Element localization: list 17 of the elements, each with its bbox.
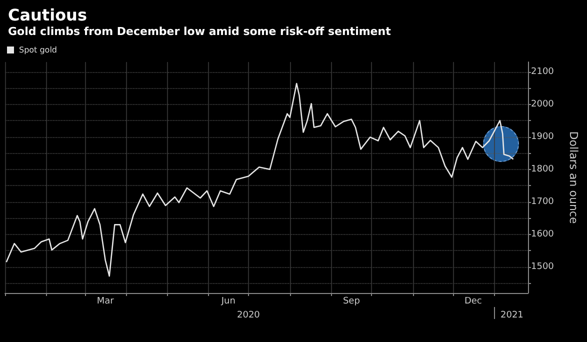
y-tick-label: 1900 bbox=[531, 132, 554, 142]
y-tick-label: 1700 bbox=[531, 196, 554, 207]
y-tick-label: 2000 bbox=[531, 99, 554, 110]
legend-label: Spot gold bbox=[19, 46, 58, 54]
x-tick-label: Jun bbox=[220, 296, 236, 306]
y-tick-label: 2100 bbox=[531, 66, 554, 77]
y-axis-title: Dollars an ounce bbox=[567, 131, 580, 224]
y-tick-label: 1600 bbox=[531, 229, 554, 240]
x2-tick-label: 2021 bbox=[500, 310, 524, 320]
y-tick-label: 1500 bbox=[531, 262, 554, 272]
x-tick-label: Dec bbox=[464, 296, 482, 306]
chart-title: Cautious bbox=[8, 6, 87, 24]
x2-tick-label: 2020 bbox=[236, 310, 260, 320]
x-tick-label: Mar bbox=[96, 296, 114, 306]
chart-subtitle: Gold climbs from December low amid some risk-off sentiment bbox=[8, 25, 391, 38]
x-tick-label: Sep bbox=[342, 296, 360, 306]
y-tick-label: 1800 bbox=[531, 164, 554, 174]
